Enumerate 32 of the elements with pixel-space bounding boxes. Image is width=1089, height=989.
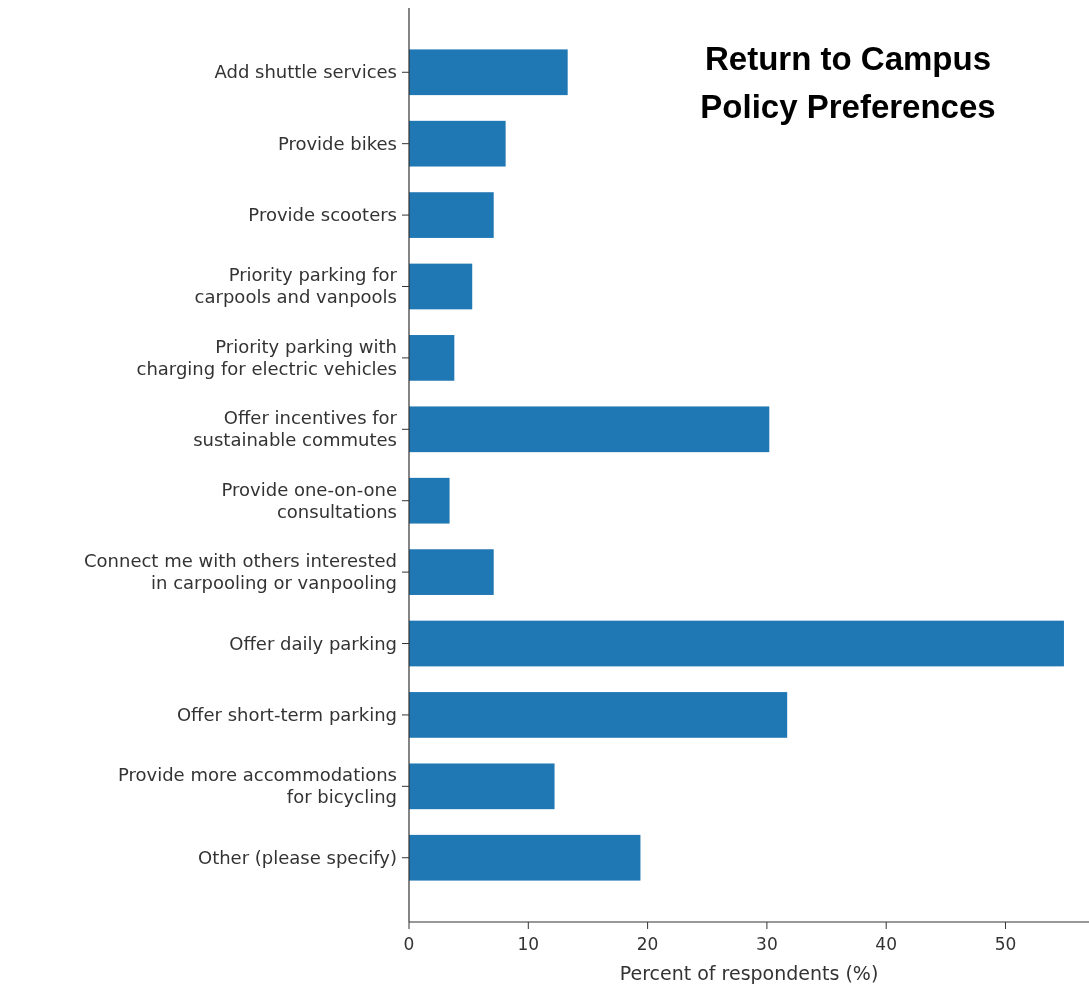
bar — [409, 620, 1064, 667]
y-tick-label: Connect me with others interested in carpooling or vanpooling — [84, 550, 397, 594]
y-tick-label: Provide one-on-one consultations — [221, 478, 397, 522]
bar — [409, 49, 568, 96]
text: Return to Campus Policy Preferences — [700, 40, 996, 125]
y-tick-label: Provide scooters — [248, 204, 397, 226]
x-tick-label: 40 — [875, 934, 898, 954]
y-tick-label: Priority parking with charging for electric vehicles — [136, 335, 397, 379]
y-tick-label: Add shuttle services — [214, 61, 397, 83]
x-tick-label: 50 — [994, 934, 1017, 954]
bar — [409, 120, 506, 167]
bar — [409, 763, 555, 810]
y-tick-label: Priority parking for carpools and vanpools — [194, 264, 398, 308]
bar — [409, 692, 788, 738]
y-tick-label: Offer incentives for sustainable commutes — [193, 407, 398, 451]
x-tick-label: 20 — [636, 934, 659, 954]
x-axis-title: Percent of respondents (%) — [619, 962, 879, 984]
y-tick-label: Offer daily parking — [229, 632, 397, 654]
bar — [409, 549, 494, 595]
y-tick-label: Provide more accommodations for bicycling — [117, 764, 397, 808]
y-tick-label: Provide bikes — [277, 132, 397, 154]
x-tick-label: 30 — [756, 934, 778, 954]
y-tick-label: Other (please specify) — [197, 846, 397, 868]
y-tick-label: Offer short-term parking — [176, 703, 397, 725]
bar — [409, 192, 494, 238]
bar — [409, 406, 770, 453]
bar — [409, 263, 473, 310]
bar — [409, 834, 641, 881]
bar — [409, 335, 455, 381]
bar — [409, 477, 450, 524]
x-tick-label: 0 — [403, 934, 415, 954]
x-tick-label: 10 — [517, 934, 540, 954]
